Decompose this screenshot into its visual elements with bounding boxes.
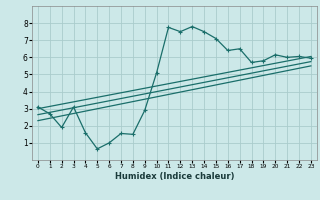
X-axis label: Humidex (Indice chaleur): Humidex (Indice chaleur) bbox=[115, 172, 234, 181]
